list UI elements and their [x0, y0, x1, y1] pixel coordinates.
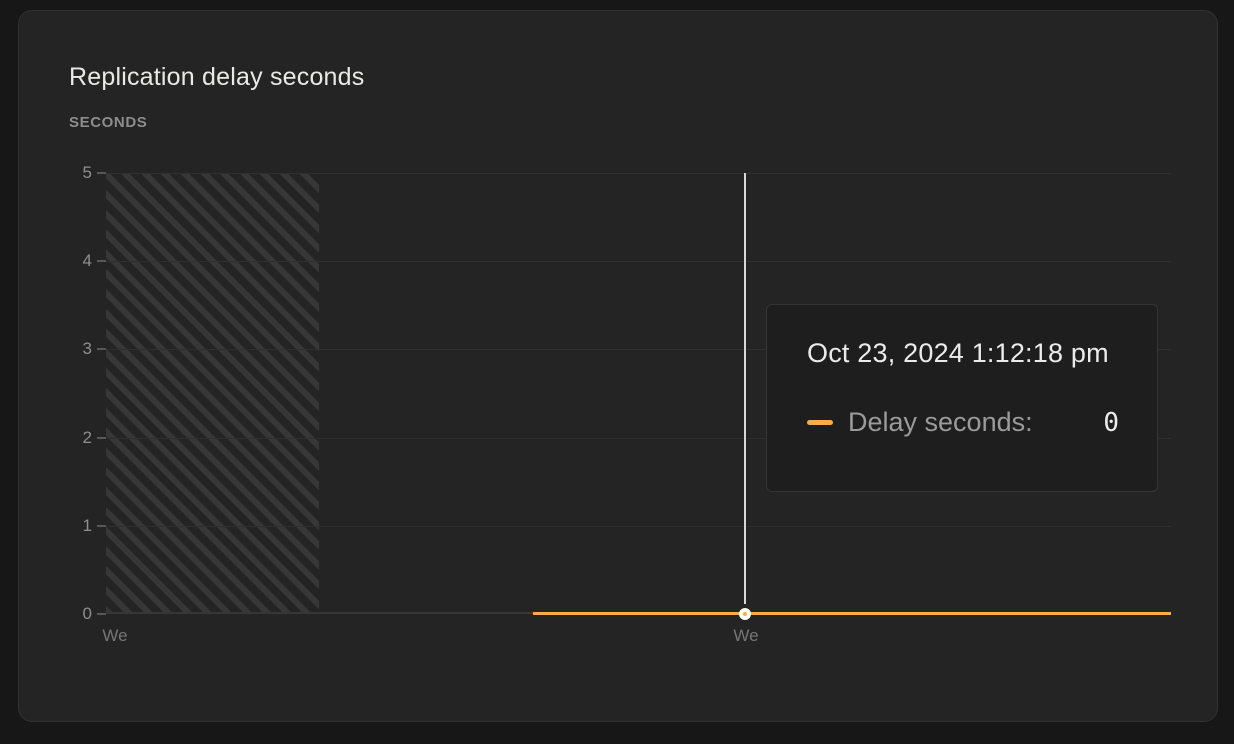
x-tick-label: We — [102, 626, 128, 645]
y-tick-label: 4 — [82, 251, 92, 271]
tooltip-timestamp: Oct 23, 2024 1:12:18 pm — [807, 338, 1109, 368]
y-tick: 4 — [66, 251, 106, 271]
y-tick-label: 0 — [82, 604, 92, 623]
hover-crosshair-line — [744, 173, 746, 604]
y-tick-label: 5 — [82, 163, 92, 182]
y-tick-mark — [97, 348, 106, 351]
y-tick-label: 1 — [82, 515, 92, 535]
gridline — [106, 437, 1171, 439]
gridline — [106, 349, 1171, 351]
series-color-swatch — [807, 420, 833, 425]
tooltip-series-value: 0 — [1103, 407, 1119, 438]
gridline — [106, 261, 1171, 263]
plot-area[interactable]: We We — [102, 173, 1171, 645]
no-data-hatch-region — [106, 173, 319, 614]
y-tick-mark — [97, 524, 106, 527]
chart-panel: Replication delay seconds SECONDS 5 4 3 … — [18, 10, 1218, 722]
y-tick: 0 — [66, 604, 106, 624]
page-title: Replication delay seconds — [69, 63, 365, 91]
y-tick-mark — [97, 260, 106, 263]
chart-tooltip: Oct 23, 2024 1:12:18 pm Delay seconds: 0 — [766, 304, 1158, 492]
y-tick: 5 — [66, 163, 106, 183]
y-tick: 3 — [66, 339, 106, 359]
gridline — [106, 173, 1171, 174]
x-tick-label: We — [733, 626, 759, 645]
y-tick-mark — [97, 613, 106, 615]
y-tick-label: 2 — [82, 427, 92, 447]
y-axis-unit-label: SECONDS — [69, 114, 148, 131]
hovered-point-marker — [739, 607, 751, 620]
y-tick-mark — [97, 436, 106, 439]
tooltip-series-row: Delay seconds: 0 — [807, 407, 1119, 438]
y-tick: 2 — [66, 428, 106, 448]
y-tick-label: 3 — [82, 339, 92, 359]
y-axis: 5 4 3 2 1 0 — [45, 163, 106, 623]
gridline — [106, 525, 1171, 527]
y-tick: 1 — [66, 516, 106, 536]
y-tick-mark — [97, 172, 106, 174]
delay-seconds-series-line — [533, 612, 1171, 615]
tooltip-series-label: Delay seconds: — [848, 407, 1033, 437]
